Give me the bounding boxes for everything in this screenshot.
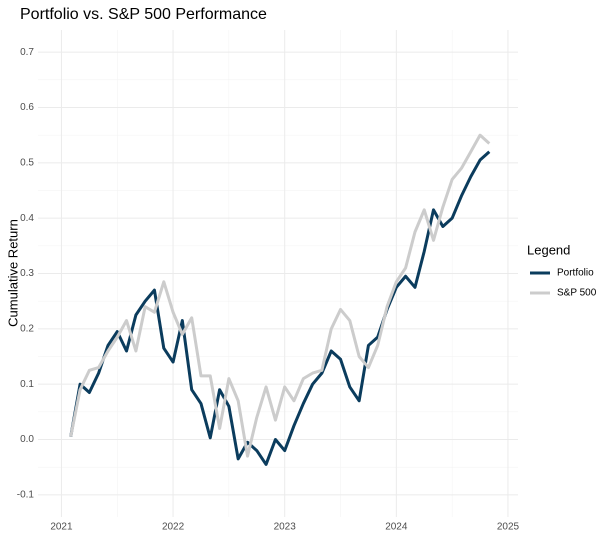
y-tick-label: 0.3 <box>20 268 34 279</box>
series-line <box>69 150 491 466</box>
legend-label: S&P 500 <box>557 288 597 299</box>
y-tick-label: 0.5 <box>20 157 34 168</box>
x-tick-label: 2022 <box>162 522 185 533</box>
x-tick-label: 2024 <box>385 522 408 533</box>
legend-title: Legend <box>527 242 570 257</box>
y-tick-label: 0.7 <box>20 47 34 58</box>
chart-title: Portfolio vs. S&P 500 Performance <box>20 6 267 23</box>
x-tick-label: 2023 <box>274 522 297 533</box>
y-tick-label: 0.1 <box>20 379 34 390</box>
series-line <box>69 133 491 458</box>
x-tick-label: 2025 <box>497 522 520 533</box>
legend-label: Portfolio <box>557 268 594 279</box>
y-tick-label: 0.6 <box>20 102 34 113</box>
y-tick-label: 0.0 <box>20 434 34 445</box>
y-axis-title: Cumulative Return <box>5 219 20 327</box>
y-tick-label: 0.2 <box>20 323 34 334</box>
grid <box>38 30 518 517</box>
y-tick-label: 0.4 <box>20 213 34 224</box>
y-tick-label: -0.1 <box>17 490 35 501</box>
x-tick-label: 2021 <box>50 522 73 533</box>
